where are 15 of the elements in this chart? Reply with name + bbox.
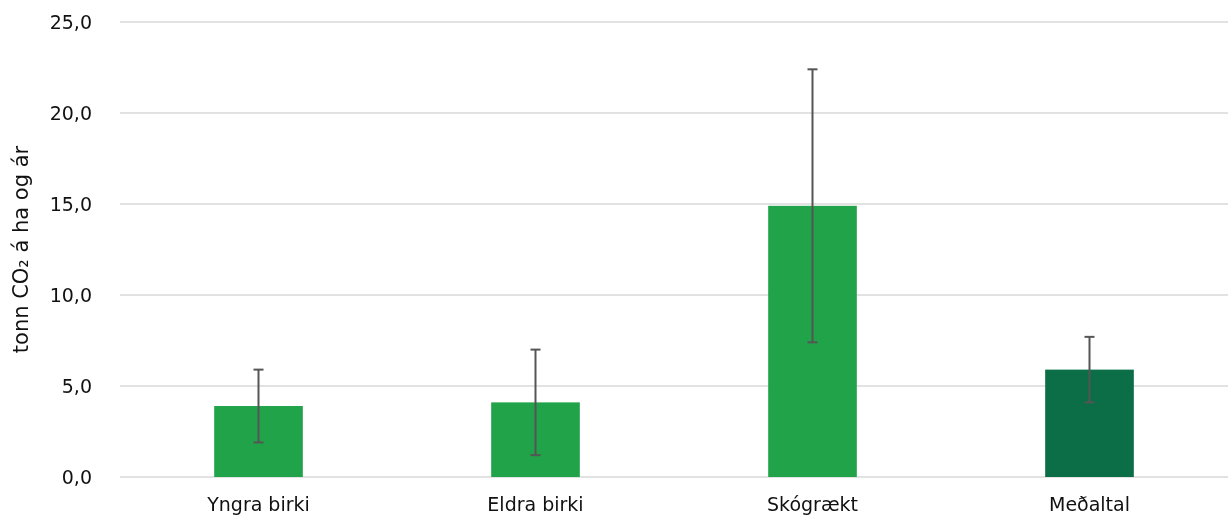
- y-tick-label: 5,0: [61, 374, 92, 397]
- bar: [768, 205, 857, 477]
- y-tick-label: 25,0: [49, 10, 92, 33]
- bar: [214, 406, 303, 477]
- y-tick-label: 15,0: [49, 192, 92, 215]
- y-axis-title: tonn CO₂ á ha og ár: [9, 145, 33, 354]
- y-tick-label: 10,0: [49, 283, 92, 306]
- y-tick-label: 0,0: [61, 465, 92, 488]
- x-tick-label: Eldra birki: [487, 493, 584, 515]
- bar: [1045, 369, 1134, 477]
- x-tick-label: Skógrækt: [767, 493, 858, 515]
- x-tick-label: Meðaltal: [1048, 493, 1131, 515]
- bar: [491, 402, 580, 477]
- x-tick-label: Yngra birki: [206, 493, 310, 515]
- y-tick-label: 20,0: [49, 101, 92, 124]
